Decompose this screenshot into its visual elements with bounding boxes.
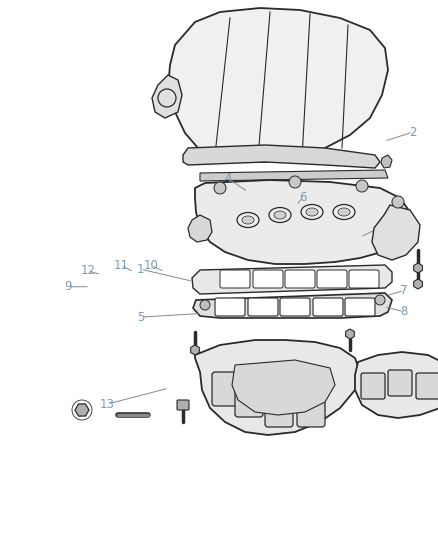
Circle shape	[374, 295, 384, 305]
FancyBboxPatch shape	[279, 298, 309, 316]
Text: 5: 5	[137, 311, 144, 324]
Circle shape	[213, 182, 226, 194]
Ellipse shape	[273, 211, 285, 219]
Text: 11: 11	[113, 259, 128, 272]
FancyBboxPatch shape	[247, 298, 277, 316]
FancyBboxPatch shape	[212, 372, 243, 406]
Text: 13: 13	[100, 398, 115, 410]
Polygon shape	[152, 75, 182, 118]
FancyBboxPatch shape	[234, 387, 262, 417]
Text: 6: 6	[298, 191, 306, 204]
FancyBboxPatch shape	[344, 298, 374, 316]
FancyBboxPatch shape	[265, 397, 292, 427]
Circle shape	[200, 300, 209, 310]
Text: 9: 9	[64, 280, 72, 293]
Text: 10: 10	[144, 259, 159, 272]
Text: 8: 8	[399, 305, 406, 318]
Polygon shape	[191, 265, 391, 294]
Text: 12: 12	[80, 264, 95, 277]
Polygon shape	[380, 155, 391, 168]
FancyBboxPatch shape	[284, 270, 314, 288]
Text: 4: 4	[224, 172, 232, 185]
FancyBboxPatch shape	[215, 298, 244, 316]
Circle shape	[288, 176, 300, 188]
Circle shape	[355, 180, 367, 192]
Polygon shape	[231, 360, 334, 415]
Ellipse shape	[337, 208, 349, 216]
Circle shape	[391, 196, 403, 208]
Polygon shape	[194, 180, 409, 264]
FancyBboxPatch shape	[312, 298, 342, 316]
Text: 7: 7	[399, 284, 407, 297]
FancyBboxPatch shape	[219, 270, 249, 288]
Polygon shape	[200, 170, 387, 181]
FancyBboxPatch shape	[415, 373, 438, 399]
Polygon shape	[371, 205, 419, 260]
Text: 1: 1	[136, 263, 144, 276]
Polygon shape	[168, 8, 387, 162]
FancyBboxPatch shape	[297, 397, 324, 427]
Ellipse shape	[305, 208, 317, 216]
Ellipse shape	[241, 216, 254, 224]
FancyBboxPatch shape	[348, 270, 378, 288]
Polygon shape	[194, 340, 359, 435]
Text: 3: 3	[378, 220, 385, 233]
FancyBboxPatch shape	[360, 373, 384, 399]
Polygon shape	[187, 215, 212, 242]
Polygon shape	[183, 145, 379, 168]
FancyBboxPatch shape	[177, 400, 189, 410]
FancyBboxPatch shape	[387, 370, 411, 396]
Polygon shape	[193, 293, 391, 318]
Polygon shape	[354, 352, 438, 418]
FancyBboxPatch shape	[316, 270, 346, 288]
FancyBboxPatch shape	[252, 270, 283, 288]
Text: 2: 2	[408, 126, 416, 139]
